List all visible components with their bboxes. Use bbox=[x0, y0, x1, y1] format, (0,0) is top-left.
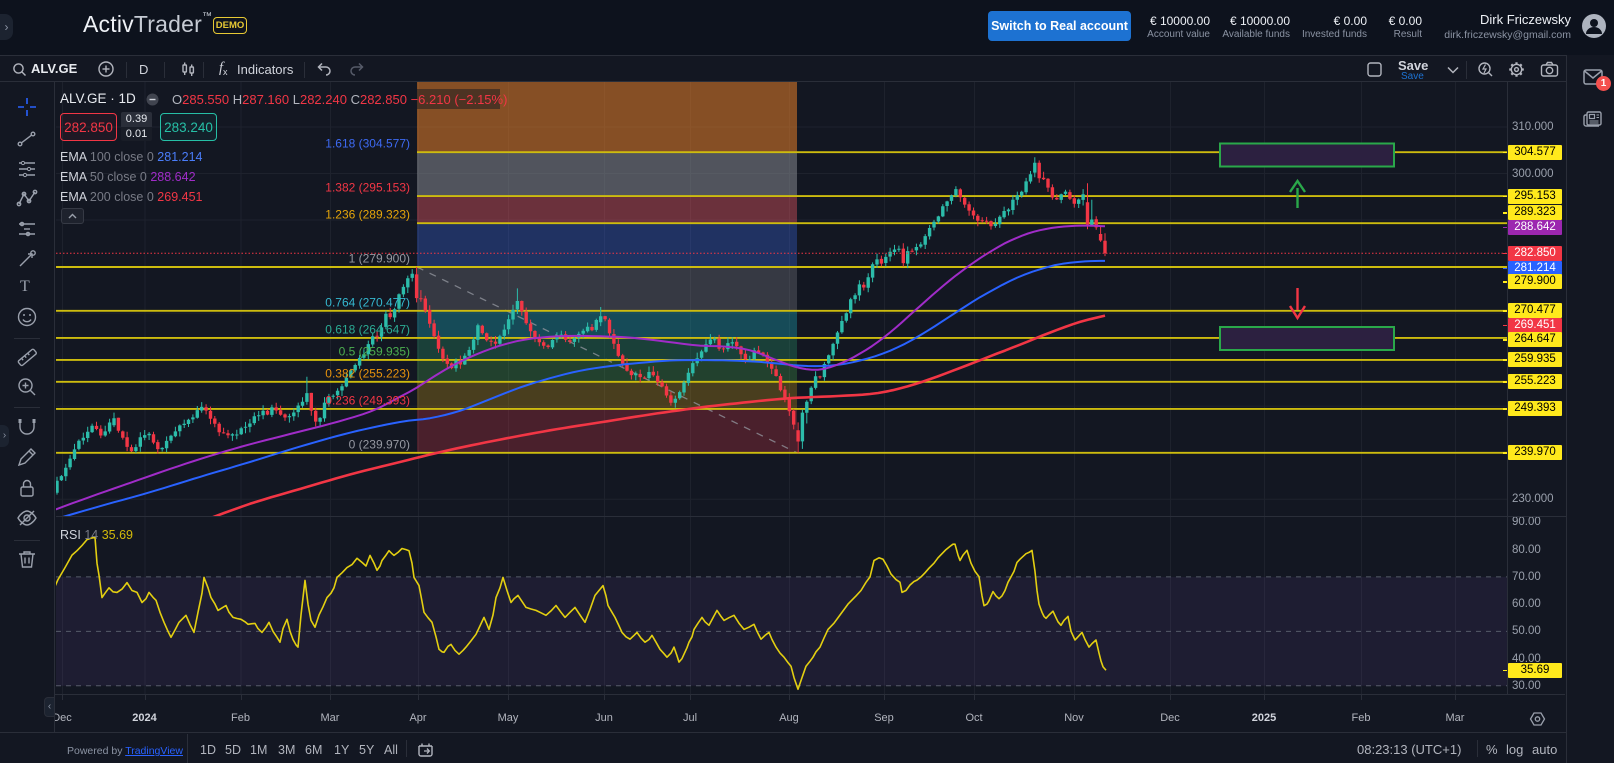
svg-text:1.382 (295.153): 1.382 (295.153) bbox=[325, 181, 410, 195]
svg-text:0.236 (249.393): 0.236 (249.393) bbox=[325, 394, 410, 408]
svg-text:1.618 (304.577): 1.618 (304.577) bbox=[325, 137, 410, 151]
svg-text:0.764 (270.477): 0.764 (270.477) bbox=[325, 295, 410, 309]
svg-text:1.236 (289.323): 1.236 (289.323) bbox=[325, 208, 410, 222]
svg-text:0.618 (264.647): 0.618 (264.647) bbox=[325, 323, 410, 337]
svg-text:1 (279.900): 1 (279.900) bbox=[349, 252, 410, 266]
svg-text:0.5 (259.935): 0.5 (259.935) bbox=[339, 344, 410, 358]
svg-text:0.382 (255.223): 0.382 (255.223) bbox=[325, 366, 410, 380]
svg-text:0 (239.970): 0 (239.970) bbox=[349, 437, 410, 451]
